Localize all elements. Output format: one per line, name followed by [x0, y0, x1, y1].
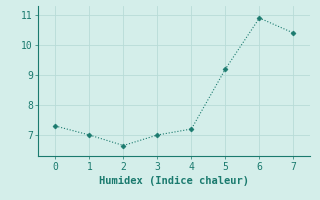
X-axis label: Humidex (Indice chaleur): Humidex (Indice chaleur): [100, 176, 249, 186]
